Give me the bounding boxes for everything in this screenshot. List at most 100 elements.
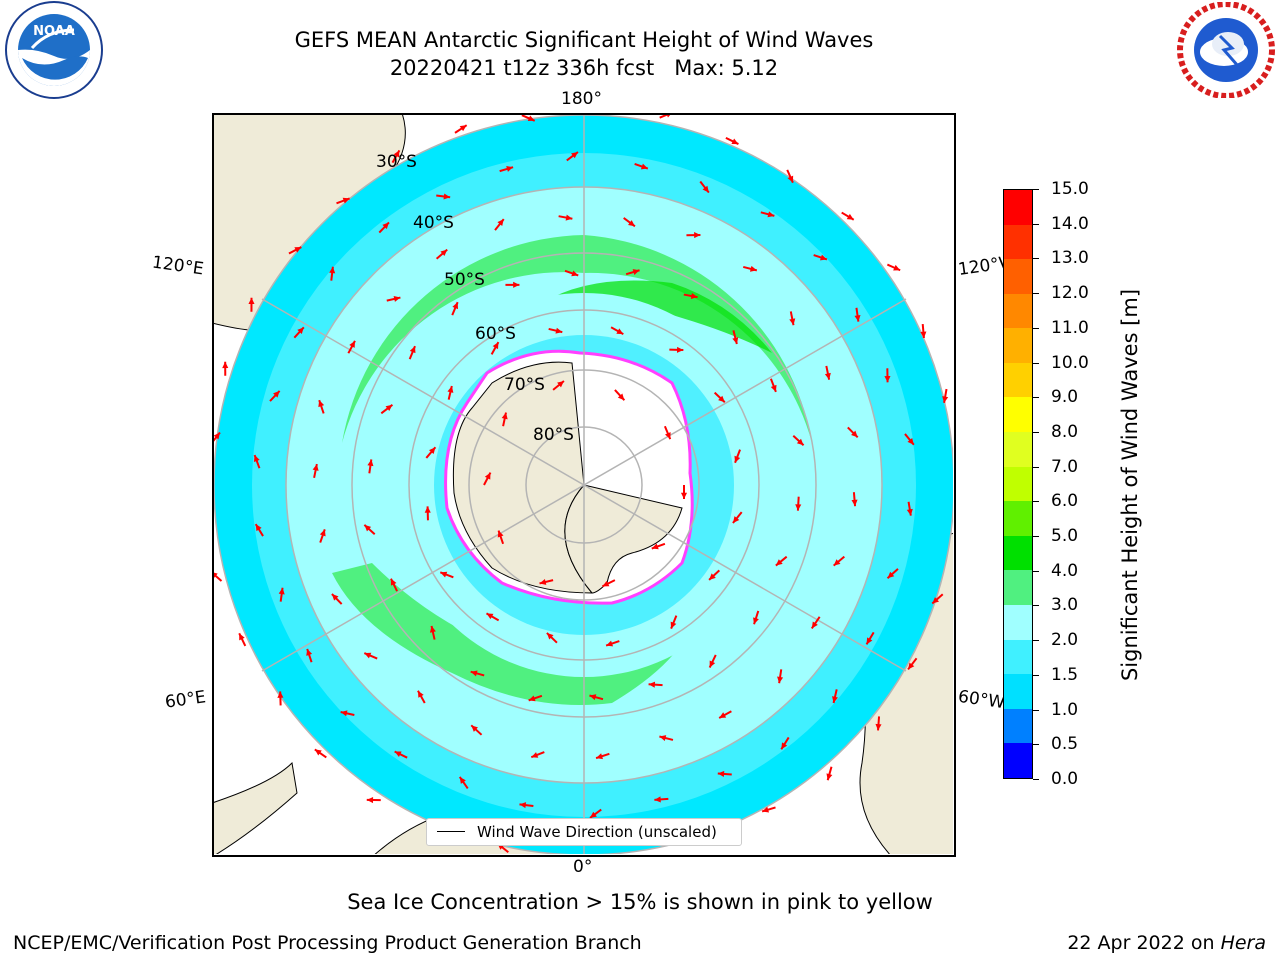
wind-arrow-head (555, 327, 563, 334)
wind-arrow-head (306, 648, 313, 656)
wind-arrow-head (709, 573, 716, 580)
wind-arrow-head (470, 670, 478, 677)
colorbar-tick-label: 10.0 (1051, 352, 1089, 373)
wind-arrow-head (424, 506, 431, 513)
wind-arrow-head (833, 559, 841, 566)
colorbar-tick-mark (1033, 189, 1039, 190)
wind-arrow-head (602, 580, 610, 587)
colorbar-tick-label: 7.0 (1051, 456, 1079, 477)
wind-arrow-head (297, 327, 304, 335)
wind-arrow-head (596, 753, 604, 760)
colorbar-tick-label: 5.0 (1051, 526, 1079, 547)
wind-arrow-head (640, 163, 648, 170)
wind-arrow-head (366, 796, 374, 804)
colorbar-band (1004, 362, 1032, 398)
chart-title: GEFS MEAN Antarctic Significant Height o… (294, 28, 874, 52)
colorbar-tick-mark (1033, 362, 1039, 364)
noaa-logo-text: NOAA (33, 24, 75, 39)
lat-label-30s: 30°S (376, 152, 417, 172)
wind-arrow-head (590, 811, 597, 818)
legend-label: Wind Wave Direction (unscaled) (477, 823, 717, 841)
wind-arrow-head (893, 264, 901, 271)
wind-arrow-head (811, 621, 818, 629)
wind-arrow-head (942, 396, 949, 403)
wind-arrow-head (832, 696, 838, 704)
colorbar-tick-label: 9.0 (1051, 387, 1079, 408)
wind-arrow-head (273, 390, 280, 398)
wind-arrow-head (616, 328, 624, 335)
legend-line-icon (437, 831, 465, 832)
wind-arrow-head (528, 695, 536, 702)
wind-arrow-head (709, 660, 716, 668)
colorbar-tick-label: 2.0 (1051, 630, 1079, 651)
wind-arrow-head (393, 150, 400, 158)
colorbar-band (1004, 224, 1032, 260)
colorbar-band (1004, 605, 1032, 640)
wind-arrow-head (762, 806, 770, 813)
colorbar-ticks: 0.0 0.5 1.0 1.5 2.0 3.0 4.0 5.0 6.0 7.0 8.0 9.0 10.0… (1033, 180, 1105, 788)
colorbar-tick-mark (1033, 674, 1039, 676)
colorbar-tick-mark (1033, 779, 1039, 780)
chart-subtitle: 20220421 t12z 336h fcst Max: 5.12 (389, 56, 779, 80)
wind-arrow-head (294, 247, 302, 253)
wind-arrow-head (875, 723, 882, 731)
wind-arrow-head (314, 749, 322, 756)
wind-arrow-head (680, 492, 688, 499)
colorbar-band (1004, 466, 1032, 502)
wind-arrow-head (382, 222, 389, 230)
lon-label-lower-left: 60°E (163, 687, 208, 713)
wind-arrow-head (255, 524, 262, 532)
wind-arrow-head (331, 594, 339, 601)
lon-label-upper-left: 120°E (150, 252, 205, 280)
lon-label-lower-right: 60°W (956, 686, 1007, 714)
wind-arrow-head (557, 381, 564, 388)
wind-arrow-head (932, 597, 940, 604)
wind-arrow-head (589, 694, 597, 701)
wind-arrow-head (527, 115, 535, 122)
lat-label-40s: 40°S (413, 213, 454, 233)
wind-arrow (213, 572, 223, 582)
wind-arrow-head (654, 796, 661, 803)
colorbar-label-box: Significant Height of Wind Waves [m] (1103, 210, 1157, 760)
colorbar-tick-mark (1033, 605, 1039, 607)
wind-arrow-head (440, 249, 448, 257)
colorbar-tick-label: 12.0 (1051, 283, 1089, 304)
wind-arrow-head (777, 676, 784, 684)
wind-arrow-head (447, 386, 454, 393)
wind-arrow-head (648, 681, 656, 688)
lat-label-50s: 50°S (444, 270, 485, 290)
wind-arrow-head (409, 346, 416, 354)
wind-arrow-head (329, 266, 336, 274)
wind-arrow-head (767, 211, 775, 218)
wind-arrow-head (429, 625, 436, 633)
colorbar (1003, 189, 1033, 779)
wind-arrow-head (907, 437, 914, 445)
wind-arrow-head (349, 340, 355, 348)
wind-arrow-head (519, 802, 527, 809)
wind-arrow-head (659, 735, 667, 741)
wind-arrow-head (277, 691, 284, 698)
colorbar-tick-mark (1033, 570, 1039, 572)
colorbar-band (1004, 674, 1032, 709)
colorbar-band (1004, 639, 1032, 675)
wind-arrow-head (920, 331, 927, 338)
colorbar-band (1004, 189, 1032, 225)
wind-arrow-head (796, 438, 804, 446)
wind-arrow-head (417, 690, 424, 698)
wind-arrow-head (571, 270, 579, 277)
wind-arrow-head (222, 361, 229, 369)
wind-arrow-head (546, 632, 554, 640)
wind-arrow-head (213, 572, 218, 579)
wind-arrow-head (318, 400, 325, 408)
wind-arrow-head (826, 773, 833, 781)
wind-arrow-head (497, 530, 504, 538)
wind-arrow-head (312, 464, 319, 471)
wind-arrow-head (390, 578, 397, 586)
sea-ice-note: Sea Ice Concentration > 15% is shown in … (347, 890, 933, 914)
colorbar-tick-mark (1033, 293, 1039, 295)
colorbar-tick-label: 8.0 (1051, 421, 1079, 442)
wind-arrow-head (484, 472, 491, 480)
colorbar-tick-label: 11.0 (1051, 317, 1089, 338)
wind-arrow-head (851, 499, 858, 507)
map-frame (212, 113, 956, 857)
